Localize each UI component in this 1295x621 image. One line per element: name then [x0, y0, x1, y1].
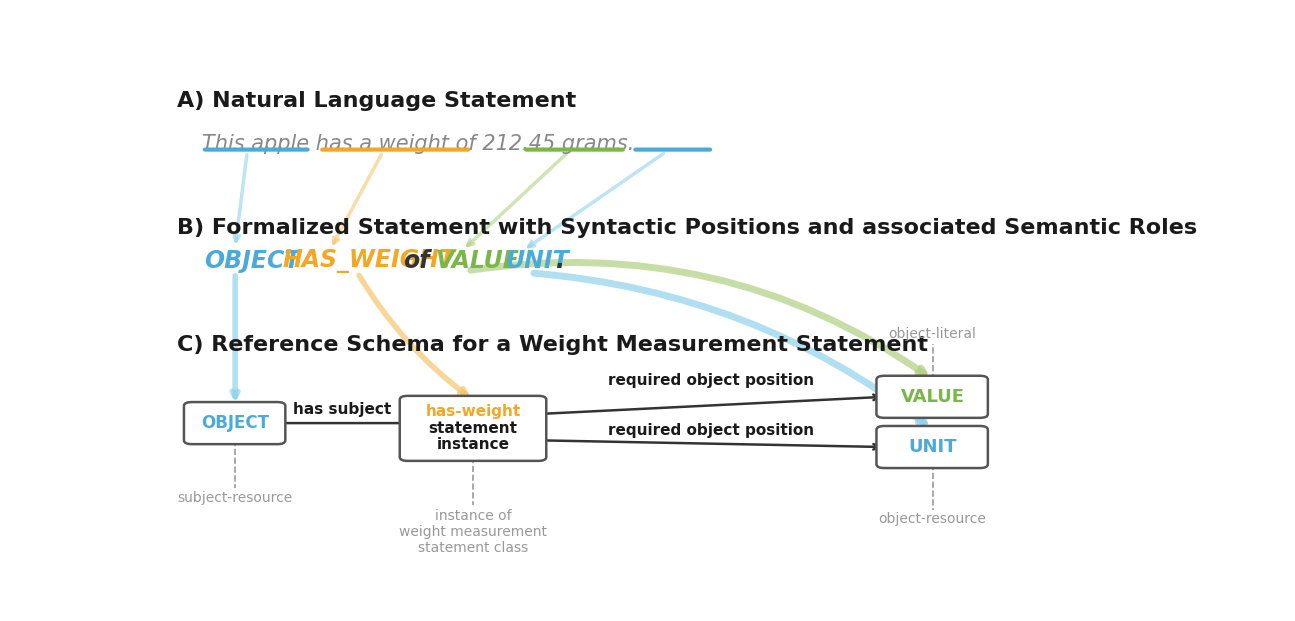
Text: instance of
weight measurement
statement class: instance of weight measurement statement…	[399, 509, 546, 555]
Text: subject-resource: subject-resource	[177, 491, 293, 504]
Text: HAS_WEIGHT: HAS_WEIGHT	[282, 249, 456, 273]
Text: statement: statement	[429, 421, 518, 436]
Text: object-resource: object-resource	[879, 512, 987, 526]
Text: VALUE: VALUE	[435, 249, 519, 273]
FancyBboxPatch shape	[184, 402, 285, 444]
Text: B) Formalized Statement with Syntactic Positions and associated Semantic Roles: B) Formalized Statement with Syntactic P…	[177, 218, 1197, 238]
Text: .: .	[557, 249, 566, 273]
Text: OBJECT: OBJECT	[205, 249, 300, 273]
FancyBboxPatch shape	[400, 396, 546, 461]
FancyBboxPatch shape	[877, 376, 988, 418]
FancyBboxPatch shape	[877, 426, 988, 468]
Text: has subject: has subject	[294, 402, 391, 417]
Text: UNIT: UNIT	[505, 249, 569, 273]
Text: object-literal: object-literal	[888, 327, 976, 342]
Text: instance: instance	[436, 437, 509, 451]
Text: has-weight: has-weight	[425, 404, 521, 419]
Text: VALUE: VALUE	[900, 388, 965, 406]
Text: This apple has a weight of 212.45 grams.: This apple has a weight of 212.45 grams.	[202, 134, 635, 154]
Text: UNIT: UNIT	[908, 438, 957, 456]
Text: of: of	[403, 249, 429, 273]
Text: C) Reference Schema for a Weight Measurement Statement: C) Reference Schema for a Weight Measure…	[177, 335, 929, 355]
Text: OBJECT: OBJECT	[201, 414, 269, 432]
Text: required object position: required object position	[609, 424, 815, 438]
Text: A) Natural Language Statement: A) Natural Language Statement	[177, 91, 576, 111]
Text: required object position: required object position	[609, 373, 815, 388]
